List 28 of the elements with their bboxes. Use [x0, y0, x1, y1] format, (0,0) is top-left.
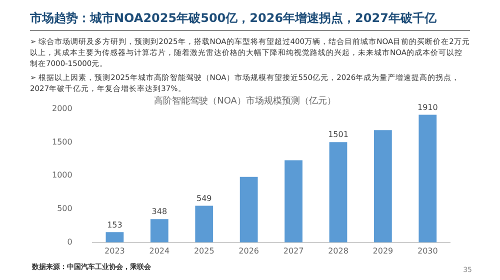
- bar: [195, 206, 214, 242]
- y-tick-label: 2000: [52, 104, 72, 113]
- y-tick-label: 500: [57, 204, 72, 214]
- bar: [418, 114, 437, 242]
- x-tick-label: 2028: [328, 246, 348, 256]
- x-tick-label: 2029: [372, 246, 394, 256]
- data-label: 153: [107, 220, 122, 230]
- y-tick-label: 1500: [52, 137, 72, 146]
- chart-subtitle: 高阶智能驾驶（NOA）市场规模预测（亿元）: [154, 96, 336, 107]
- y-tick-label: 1000: [52, 170, 72, 180]
- bar: [374, 130, 392, 242]
- x-tick-label: 2026: [238, 246, 260, 256]
- data-label: 549: [196, 194, 212, 203]
- data-label: 1501: [328, 130, 348, 140]
- x-tick-label: 2024: [149, 246, 170, 256]
- bar: [240, 176, 258, 242]
- x-tick-label: 2027: [283, 246, 304, 256]
- bar: [106, 232, 124, 242]
- chart-title: 市场趋势：城市NOA2025年破500亿，2026年增速拐点，2027年破千亿: [30, 10, 470, 31]
- data-label: 348: [152, 207, 168, 216]
- data-label: 1910: [417, 102, 438, 112]
- bar: [150, 219, 168, 242]
- y-tick-label: 0: [67, 237, 72, 246]
- x-tick-label: 2025: [194, 246, 214, 256]
- x-tick-label: 2023: [104, 246, 125, 256]
- bar: [329, 142, 348, 242]
- bar: [284, 160, 302, 242]
- x-tick-label: 2030: [417, 246, 438, 256]
